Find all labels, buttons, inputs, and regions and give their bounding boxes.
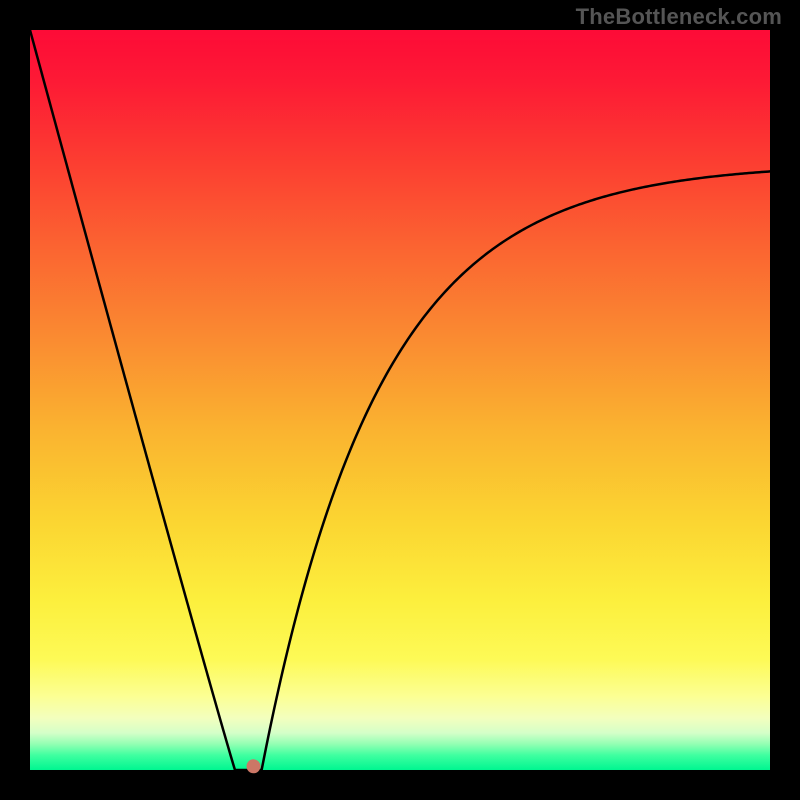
bottleneck-chart [0, 0, 800, 800]
watermark: TheBottleneck.com [576, 4, 782, 30]
plot-background [30, 30, 770, 770]
optimal-point-dot [246, 759, 260, 773]
